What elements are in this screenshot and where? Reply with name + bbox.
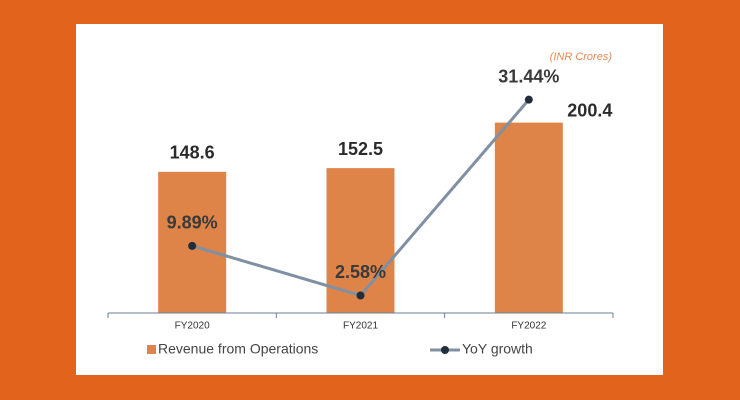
bar-value-label: 152.5 [338,139,383,159]
bar-value-label: 148.6 [170,143,215,163]
line-value-label: 9.89% [167,213,218,233]
legend-point [441,346,449,354]
line-point [188,241,197,250]
line-value-label: 31.44% [498,66,559,86]
legend-swatch [147,345,156,354]
x-tick-label: FY2022 [511,321,546,332]
unit-note: (INR Crores) [550,51,613,63]
line-point [524,95,533,104]
line-point [356,291,365,300]
legend-label: YoY growth [462,341,533,357]
x-tick-label: FY2021 [343,321,378,332]
legend-label: Revenue from Operations [158,341,318,357]
bar-value-label: 200.4 [567,100,612,120]
bar [494,122,563,314]
line-value-label: 2.58% [335,262,386,282]
x-tick-label: FY2020 [175,321,210,332]
bar [326,168,395,313]
